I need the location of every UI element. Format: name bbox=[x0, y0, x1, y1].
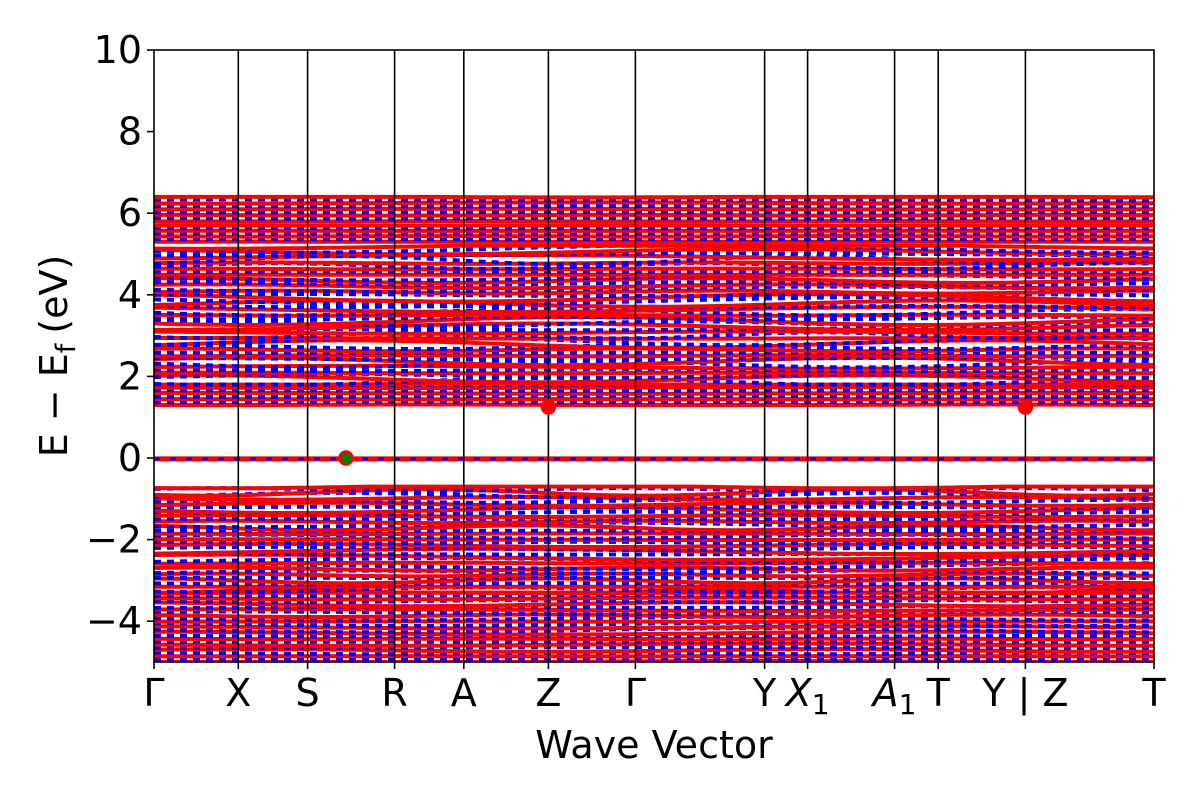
band-line bbox=[154, 388, 1154, 393]
band-line bbox=[154, 206, 1154, 212]
y-tick-label: 0 bbox=[118, 436, 142, 480]
band-line bbox=[154, 593, 1154, 598]
cbm-marker bbox=[540, 399, 557, 415]
band-line bbox=[154, 607, 1154, 613]
band-line bbox=[154, 399, 1154, 405]
band-line bbox=[154, 487, 1154, 498]
band-line bbox=[154, 288, 1154, 296]
band-line bbox=[154, 520, 1154, 530]
x-tick-label: Γ bbox=[625, 671, 646, 715]
band-line bbox=[154, 513, 1154, 519]
band-line bbox=[154, 254, 1154, 267]
y-tick-label: −2 bbox=[86, 518, 142, 562]
band-edge-markers bbox=[338, 399, 1034, 466]
band-line bbox=[154, 384, 1154, 391]
band-line bbox=[154, 393, 1154, 399]
band-line bbox=[154, 402, 1154, 407]
x-tick-label: Y bbox=[752, 671, 777, 715]
x-tick-label: Z bbox=[535, 671, 561, 715]
band-line bbox=[154, 636, 1154, 642]
band-line bbox=[154, 581, 1154, 587]
band-line bbox=[154, 656, 1154, 662]
band-line bbox=[154, 484, 1154, 491]
x-tick-label: A1 bbox=[870, 671, 917, 721]
band-line bbox=[154, 363, 1154, 371]
band-line bbox=[154, 353, 1154, 359]
y-tick-label: 4 bbox=[118, 273, 142, 317]
band-line bbox=[154, 321, 1154, 332]
band-line bbox=[154, 253, 1154, 262]
band-line bbox=[154, 200, 1154, 206]
bands-layer bbox=[154, 194, 1154, 662]
band-line bbox=[154, 314, 1154, 322]
y-tick-label: 6 bbox=[118, 191, 142, 235]
band-line bbox=[154, 390, 1154, 396]
band-line bbox=[154, 212, 1154, 218]
x-tick-label: T bbox=[1141, 671, 1166, 715]
band-line bbox=[154, 539, 1154, 546]
band-line bbox=[154, 338, 1154, 350]
band-line bbox=[154, 312, 1154, 318]
y-tick-label: 10 bbox=[94, 28, 142, 72]
band-line bbox=[154, 516, 1154, 522]
y-tick-label: 2 bbox=[118, 354, 142, 398]
plot-frame bbox=[153, 49, 1155, 663]
band-line bbox=[154, 197, 1154, 203]
cbm-marker bbox=[1017, 399, 1034, 415]
y-axis-title-sub: f bbox=[51, 342, 82, 353]
band-line bbox=[154, 282, 1154, 291]
band-line bbox=[154, 504, 1154, 510]
band-line bbox=[154, 203, 1154, 209]
band-line bbox=[154, 500, 1154, 508]
band-line bbox=[154, 568, 1154, 576]
band-line bbox=[154, 373, 1154, 385]
x-tick-label: S bbox=[296, 671, 320, 715]
x-tick-label: A bbox=[451, 671, 477, 715]
x-axis-title: Wave Vector bbox=[535, 723, 773, 767]
band-line bbox=[154, 372, 1154, 380]
high-symmetry-lines bbox=[237, 50, 1027, 662]
x-tick-label: Y | Z bbox=[981, 671, 1068, 716]
band-line bbox=[154, 541, 1154, 549]
band-line bbox=[154, 370, 1154, 376]
band-line bbox=[154, 641, 1154, 648]
band-line bbox=[154, 194, 1154, 200]
y-axis-ticks: −4 −2 0 2 4 6 8 10 bbox=[86, 28, 154, 643]
band-line bbox=[154, 330, 1154, 341]
x-tick-label: Γ bbox=[143, 671, 164, 715]
band-line bbox=[154, 355, 1154, 368]
y-tick-label: −4 bbox=[86, 599, 142, 643]
y-axis-title-main: E − E bbox=[32, 353, 76, 457]
x-tick-label: X1 bbox=[784, 671, 830, 721]
band-line bbox=[154, 552, 1154, 562]
band-line bbox=[154, 544, 1154, 552]
band-line bbox=[154, 647, 1154, 654]
band-line bbox=[154, 595, 1154, 602]
y-axis-title: E − Ef (eV) bbox=[32, 255, 82, 458]
band-line bbox=[154, 243, 1154, 251]
band-line bbox=[154, 645, 1154, 650]
band-line bbox=[154, 560, 1154, 566]
x-tick-label: R bbox=[381, 671, 407, 715]
band-line bbox=[154, 531, 1154, 537]
y-axis-title-unit: (eV) bbox=[32, 255, 76, 334]
band-line bbox=[154, 234, 1154, 239]
y-tick-label: 8 bbox=[118, 110, 142, 154]
x-tick-label: T bbox=[926, 671, 951, 715]
vbm-marker bbox=[338, 450, 354, 466]
band-line bbox=[154, 215, 1154, 221]
x-tick-label: X bbox=[225, 671, 251, 715]
